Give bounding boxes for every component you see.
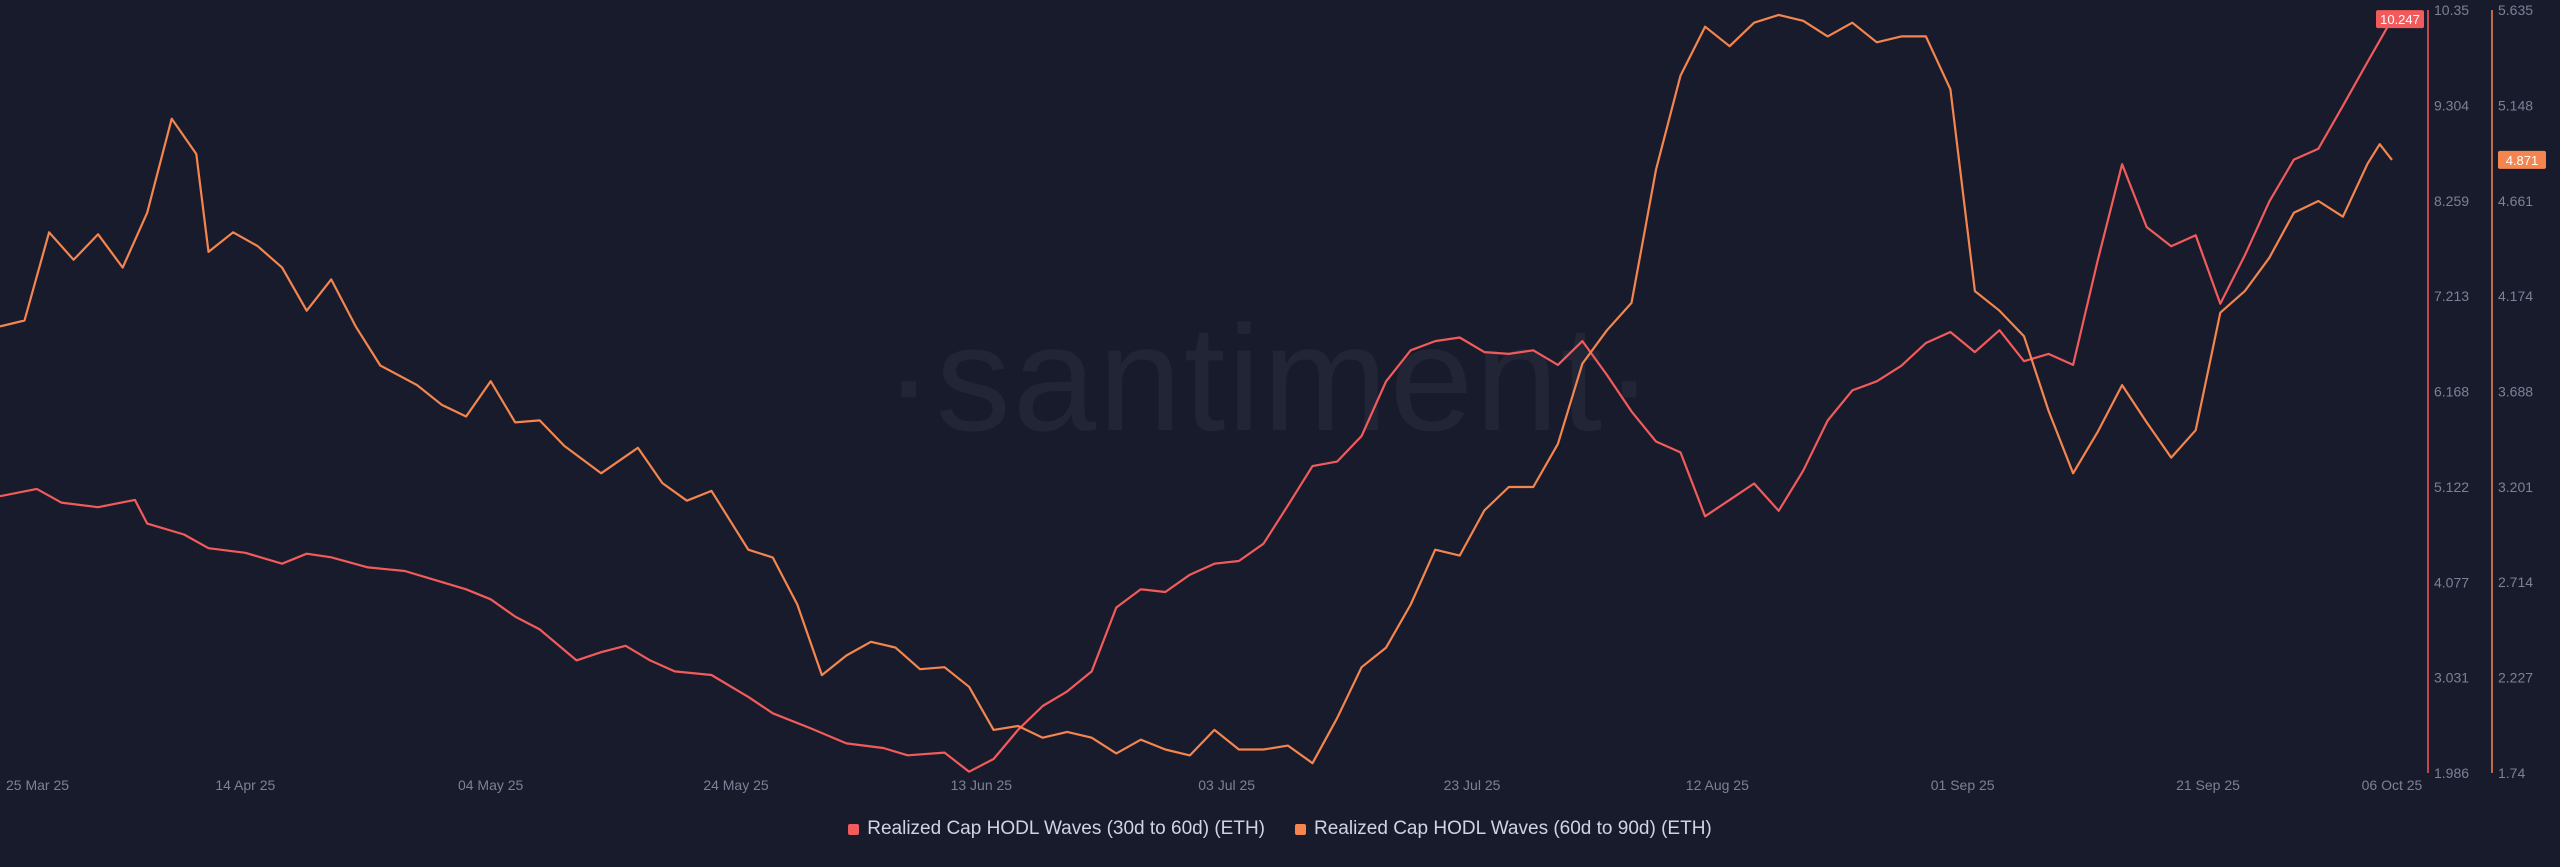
legend: Realized Cap HODL Waves (30d to 60d) (ET… <box>0 818 2560 840</box>
y-right-tick-label: 5.635 <box>2498 2 2533 18</box>
legend-label-30d-60d: Realized Cap HODL Waves (30d to 60d) (ET… <box>867 818 1265 839</box>
badge-60d-90d: 4.871 <box>2498 150 2546 169</box>
series-lines <box>0 13 2393 773</box>
y-left-tick-label: 10.35 <box>2434 2 2469 18</box>
y-left-tick-label: 4.077 <box>2434 574 2469 590</box>
legend-item-60d-90d[interactable]: Realized Cap HODL Waves (60d to 90d) (ET… <box>1295 818 1712 840</box>
x-tick-label: 04 May 25 <box>458 777 524 793</box>
y-left-tick-label: 3.031 <box>2434 670 2469 686</box>
y-right-tick-label: 5.148 <box>2498 97 2533 113</box>
x-tick-label: 03 Jul 25 <box>1198 777 1255 793</box>
x-tick-label: 23 Jul 25 <box>1444 777 1501 793</box>
x-tick-label: 25 Mar 25 <box>6 777 69 793</box>
x-tick-label: 12 Aug 25 <box>1686 777 1749 793</box>
badge-60d-90d-value: 4.871 <box>2506 153 2539 168</box>
legend-swatch-60d-90d <box>1295 823 1306 835</box>
x-axis-ticks: 25 Mar 25 14 Apr 25 04 May 25 24 May 25 13 J… <box>6 777 2423 793</box>
y-left-tick-label: 7.213 <box>2434 288 2469 304</box>
y-right-tick-label: 3.201 <box>2498 479 2533 495</box>
badge-30d-60d-value: 10.247 <box>2380 12 2420 27</box>
y-left-tick-label: 1.986 <box>2434 765 2469 781</box>
y-right-tick-label: 4.661 <box>2498 193 2533 209</box>
y-right-tick-label: 1.74 <box>2498 765 2525 781</box>
x-tick-label: 06 Oct 25 <box>2362 777 2423 793</box>
x-tick-label: 21 Sep 25 <box>2176 777 2240 793</box>
series-line-30d-60d <box>0 18 2393 773</box>
x-tick-label: 01 Sep 25 <box>1931 777 1995 793</box>
legend-swatch-30d-60d <box>848 823 860 835</box>
legend-label-60d-90d: Realized Cap HODL Waves (60d to 90d) (ET… <box>1314 818 1712 839</box>
y-left-tick-label: 5.122 <box>2434 479 2469 495</box>
badge-30d-60d: 10.247 <box>2376 10 2424 29</box>
x-tick-label: 13 Jun 25 <box>951 777 1013 793</box>
y-axis-right-ticks: 1.74 2.227 2.714 3.201 3.688 4.174 4.661 5.148 5… <box>2498 2 2533 781</box>
series-line-60d-90d <box>0 13 2393 765</box>
badge-60d-90d-bg <box>2498 150 2546 169</box>
x-tick-label: 14 Apr 25 <box>215 777 275 793</box>
y-right-tick-label: 2.227 <box>2498 670 2533 686</box>
y-axis-left-ticks: 1.986 3.031 4.077 5.122 6.168 7.213 8.259 9.304… <box>2434 2 2469 781</box>
legend-item-30d-60d[interactable]: Realized Cap HODL Waves (30d to 60d) (ET… <box>848 818 1265 840</box>
x-tick-label: 24 May 25 <box>703 777 769 793</box>
y-right-tick-label: 3.688 <box>2498 383 2533 399</box>
watermark-text: ·santiment· <box>884 294 1656 462</box>
y-left-tick-label: 8.259 <box>2434 193 2469 209</box>
y-left-tick-label: 6.168 <box>2434 384 2469 400</box>
badge-30d-60d-bg <box>2376 10 2424 29</box>
y-left-tick-label: 9.304 <box>2434 97 2469 113</box>
y-right-tick-label: 4.174 <box>2498 288 2533 304</box>
last-value-badges: 10.247 4.871 <box>2376 10 2546 169</box>
y-right-tick-label: 2.714 <box>2498 574 2533 590</box>
